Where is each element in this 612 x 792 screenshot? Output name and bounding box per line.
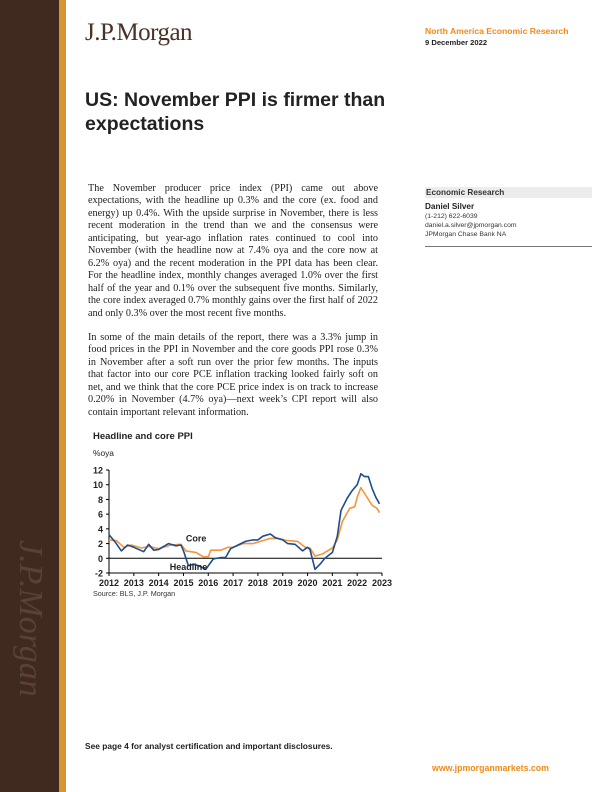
disclosure-note: See page 4 for analyst certification and… [85, 741, 333, 751]
divider [425, 246, 592, 247]
report-header: North America Economic Research 9 Decemb… [425, 26, 568, 47]
x-tick-label: 2017 [223, 578, 243, 588]
x-tick-label: 2019 [273, 578, 293, 588]
x-tick-label: 2021 [322, 578, 342, 588]
paragraph: In some of the main details of the repor… [88, 331, 378, 418]
series-label-core: Core [186, 533, 207, 543]
x-tick-label: 2022 [347, 578, 367, 588]
x-tick-label: 2016 [198, 578, 218, 588]
y-tick-label: 6 [98, 510, 103, 520]
x-tick-label: 2018 [248, 578, 268, 588]
report-date: 9 December 2022 [425, 38, 488, 47]
y-tick-label: -2 [95, 569, 103, 579]
analyst-name: Daniel Silver [425, 202, 475, 211]
x-tick-label: 2015 [173, 578, 193, 588]
y-tick-label: 12 [93, 466, 103, 476]
y-tick-label: 10 [93, 480, 103, 490]
aside-heading: Economic Research [425, 187, 592, 198]
accent-bar [59, 0, 66, 792]
y-tick-label: 4 [98, 524, 103, 534]
svg-text:J.P.Morgan: J.P.Morgan [12, 540, 49, 697]
analyst-email[interactable]: daniel.a.silver@jpmorgan.com [425, 222, 517, 229]
y-axis-label: %oya [93, 448, 114, 458]
x-tick-label: 2020 [298, 578, 318, 588]
x-tick-label: 2023 [372, 578, 392, 588]
analyst-phone: (1-212) 622-6039 [425, 213, 478, 220]
analyst-entity: JPMorgan Chase Bank NA [425, 231, 507, 238]
y-tick-label: 0 [98, 554, 103, 564]
page-title: US: November PPI is firmer than expectat… [85, 89, 386, 135]
report-series: North America Economic Research [425, 26, 569, 36]
series-headline-line [108, 472, 381, 571]
chart-title: Headline and core PPI [93, 431, 193, 442]
y-tick-label: 8 [98, 495, 103, 505]
jpmorgan-watermark-logo: J.P.Morgan [12, 540, 49, 697]
chart-source: Source: BLS, J.P. Morgan [93, 589, 176, 598]
jpmorgan-logo: J.P.Morgan [85, 19, 193, 46]
series-label-headline: Headline [170, 562, 208, 572]
paragraph: The November producer price index (PPI) … [88, 183, 378, 319]
sidebar-band: J.P.Morgan [0, 0, 59, 792]
analyst-box: Economic Research Daniel Silver (1-212) … [425, 187, 592, 247]
x-tick-label: 2013 [124, 578, 144, 588]
x-tick-label: 2014 [149, 578, 169, 588]
website-link[interactable]: www.jpmorganmarkets.com [432, 763, 549, 773]
body-text: The November producer price index (PPI) … [88, 183, 378, 431]
x-tick-label: 2012 [99, 578, 119, 588]
y-tick-label: 2 [98, 539, 103, 549]
